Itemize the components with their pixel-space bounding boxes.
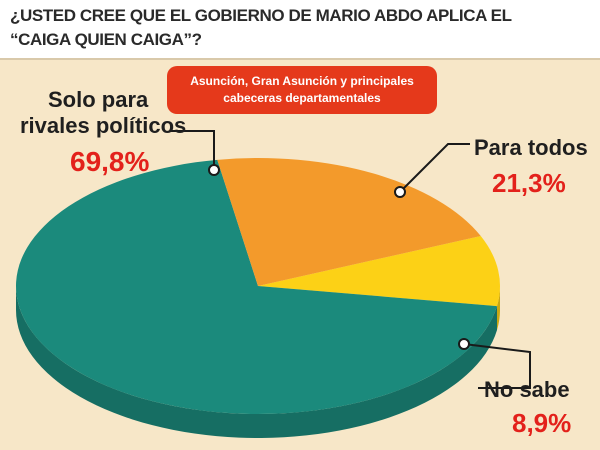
- leader-nosabe: [463, 343, 531, 389]
- label-rivales-line2: rivales políticos: [20, 113, 187, 138]
- percent-rivales: 69,8%: [70, 146, 150, 177]
- leader-rivales-dot: [208, 164, 220, 176]
- region-label-line2: cabeceras departamentales: [223, 91, 381, 105]
- region-label-box: Asunción, Gran Asunción y principales ca…: [167, 66, 437, 114]
- leader-todos-dot: [394, 186, 406, 198]
- header: ¿USTED CREE QUE EL GOBIERNO DE MARIO ABD…: [0, 0, 600, 60]
- label-todos: Para todos: [474, 135, 588, 160]
- slice-side-0-0: [16, 286, 497, 438]
- slice-1: [217, 158, 481, 286]
- label-nosabe: No sabe: [484, 377, 570, 402]
- leader-nosabe-dot: [458, 338, 470, 350]
- leader-todos: [399, 143, 470, 193]
- region-label-line1: Asunción, Gran Asunción y principales: [190, 74, 414, 88]
- percent-todos: 21,3%: [492, 168, 566, 198]
- slice-0: [15, 159, 497, 414]
- slice-side-2-0: [496, 286, 500, 331]
- slice-2: [258, 235, 500, 307]
- question-title-line2: “CAIGA QUIEN CAIGA”?: [10, 30, 202, 49]
- label-rivales-line1: Solo para: [48, 87, 149, 112]
- percent-nosabe: 8,9%: [512, 408, 572, 438]
- leader-rivales: [170, 130, 215, 170]
- question-title-line1: ¿USTED CREE QUE EL GOBIERNO DE MARIO ABD…: [10, 6, 512, 25]
